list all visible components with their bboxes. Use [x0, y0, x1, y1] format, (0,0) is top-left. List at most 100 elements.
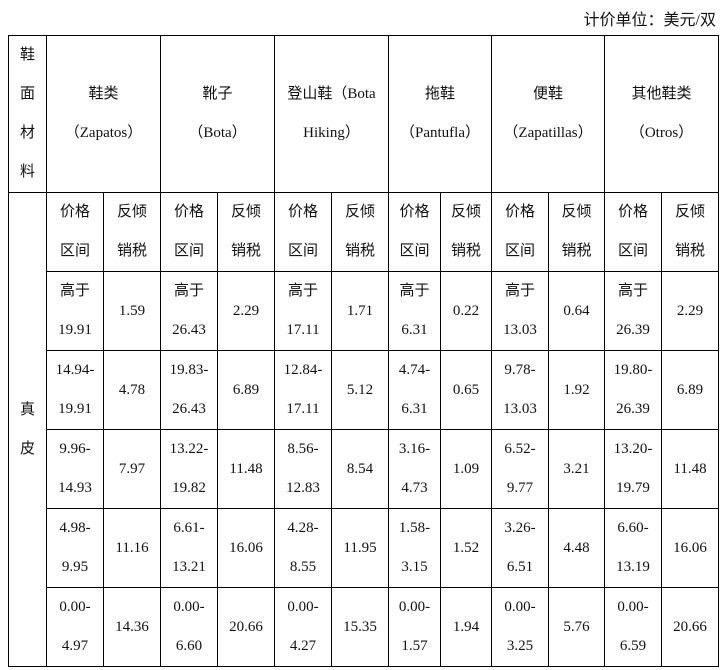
price-range-line: 3.16-	[398, 441, 431, 457]
subheader-text: 反倾	[116, 204, 147, 220]
subheader-text: 价格	[617, 204, 648, 220]
subheader-text: 反倾	[344, 204, 375, 220]
price-range-line: 8.56-	[287, 441, 319, 457]
duty-cell: 5.76	[548, 587, 605, 667]
price-range-line: 13.03	[503, 401, 537, 417]
price-range-line: 17.11	[286, 401, 320, 417]
price-range-line: 4.97	[61, 638, 89, 654]
duty-cell: 15.35	[331, 587, 389, 667]
material-header-cell: 鞋 面 材 料	[8, 35, 47, 193]
duty-cell: 16.06	[217, 508, 275, 588]
subheader-text: 价格	[59, 204, 90, 220]
price-range-line: 9.95	[61, 559, 89, 575]
material-cell: 真皮	[8, 192, 47, 667]
price-range-line: 高于	[617, 283, 648, 299]
category-spanish: （Zapatillas）	[503, 125, 593, 141]
subheader-text: 反倾	[674, 204, 705, 220]
price-range-line: 19.80-	[613, 362, 653, 378]
price-range-line: 1.58-	[398, 520, 431, 536]
price-range-line: 0.00-	[398, 599, 431, 615]
material-char: 皮	[19, 440, 35, 457]
price-range-header: 价格 区间	[604, 192, 662, 272]
price-range-cell: 0.00- 4.97	[46, 587, 104, 667]
price-range-cell: 14.94- 19.91	[46, 350, 104, 430]
price-range-line: 0.00-	[287, 599, 319, 615]
price-range-line: 9.96-	[59, 441, 91, 457]
price-range-line: 9.78-	[504, 362, 536, 378]
price-range-header: 价格 区间	[46, 192, 104, 272]
duty-cell: 14.36	[103, 587, 161, 667]
price-range-cell: 6.52- 9.77	[491, 429, 549, 509]
table-row: 4.98- 9.95 11.16 6.61- 13.21 16.06 4.28- 8.55 11…	[9, 508, 719, 588]
price-range-line: 4.27	[289, 638, 317, 654]
price-range-cell: 高于 19.91	[46, 271, 104, 351]
price-range-cell: 1.58- 3.15	[388, 508, 441, 588]
duty-cell: 5.12	[331, 350, 389, 430]
duty-cell: 11.48	[661, 429, 719, 509]
antidumping-duty-table: 鞋 面 材 料 鞋类 （Zapatos） 靴子 （Bota） 登山鞋（Bota Hikin…	[8, 35, 719, 667]
price-range-line: 13.20-	[613, 441, 653, 457]
subheader-text: 区间	[287, 243, 318, 259]
price-range-line: 6.31	[401, 322, 428, 338]
price-range-line: 6.60-	[617, 520, 649, 536]
price-range-line: 9.77	[506, 480, 534, 496]
category-spanish: Hiking）	[303, 125, 360, 141]
price-range-line: 0.00-	[59, 599, 91, 615]
duty-cell: 0.65	[440, 350, 492, 430]
subheader-text: 销税	[561, 243, 592, 259]
price-range-line: 3.15	[401, 559, 428, 575]
category-header: 鞋类 （Zapatos）	[46, 35, 161, 193]
subheader-text: 反倾	[230, 204, 261, 220]
duty-header: 反倾 销税	[331, 192, 389, 272]
price-range-cell: 13.22- 19.82	[160, 429, 218, 509]
duty-header: 反倾 销税	[103, 192, 161, 272]
price-range-line: 13.22-	[169, 441, 209, 457]
price-range-line: 13.03	[503, 322, 537, 338]
duty-cell: 11.16	[103, 508, 161, 588]
price-range-cell: 0.00- 3.25	[491, 587, 549, 667]
header-row: 鞋 面 材 料 鞋类 （Zapatos） 靴子 （Bota） 登山鞋（Bota Hikin…	[8, 35, 719, 193]
material-header-char: 材	[19, 125, 35, 141]
price-range-line: 高于	[59, 283, 90, 299]
price-range-cell: 12.84- 17.11	[274, 350, 332, 430]
price-range-cell: 9.78- 13.03	[491, 350, 549, 430]
price-range-cell: 高于 13.03	[491, 271, 549, 351]
duty-cell: 4.78	[103, 350, 161, 430]
price-range-line: 0.00-	[504, 599, 536, 615]
price-range-line: 4.98-	[59, 520, 91, 536]
price-range-line: 26.43	[172, 322, 206, 338]
price-range-cell: 19.83- 26.43	[160, 350, 218, 430]
table-row: 高于 19.91 1.59 高于 26.43 2.29 高于 17.11 1.71 高于 6.31 0…	[9, 271, 719, 351]
subheader-row: 真皮价格 区间 反倾 销税 价格 区间 反倾 销税 价格 区间 反倾 销税 价格 区间 反倾 销税 价格 区间 反倾…	[8, 192, 719, 667]
price-range-line: 19.91	[58, 401, 92, 417]
price-range-line: 19.91	[58, 322, 92, 338]
price-range-cell: 19.80- 26.39	[604, 350, 662, 430]
price-range-cell: 8.56- 12.83	[274, 429, 332, 509]
duty-cell: 0.64	[548, 271, 605, 351]
subheader-text: 反倾	[450, 204, 481, 220]
price-range-line: 0.00-	[617, 599, 649, 615]
price-range-line: 8.55	[289, 559, 317, 575]
duty-cell: 4.48	[548, 508, 605, 588]
price-range-line: 4.73	[401, 480, 428, 496]
duty-cell: 2.29	[661, 271, 719, 351]
price-range-line: 6.60	[175, 638, 203, 654]
duty-cell: 3.21	[548, 429, 605, 509]
duty-cell: 1.92	[548, 350, 605, 430]
category-spanish: （Bota）	[188, 125, 247, 141]
category-header: 便鞋 （Zapatillas）	[491, 35, 605, 193]
price-range-line: 0.00-	[173, 599, 205, 615]
price-range-cell: 3.26- 6.51	[491, 508, 549, 588]
price-range-header: 价格 区间	[388, 192, 441, 272]
subheader-text: 销税	[344, 243, 375, 259]
price-range-cell: 4.74- 6.31	[388, 350, 441, 430]
price-range-header: 价格 区间	[274, 192, 332, 272]
price-range-line: 3.26-	[504, 520, 536, 536]
price-range-cell: 9.96- 14.93	[46, 429, 104, 509]
price-range-cell: 高于 17.11	[274, 271, 332, 351]
price-range-cell: 高于 6.31	[388, 271, 441, 351]
price-range-line: 14.93	[58, 480, 92, 496]
price-range-cell: 6.61- 13.21	[160, 508, 218, 588]
category-header: 靴子 （Bota）	[160, 35, 275, 193]
price-range-line: 19.79	[616, 480, 650, 496]
